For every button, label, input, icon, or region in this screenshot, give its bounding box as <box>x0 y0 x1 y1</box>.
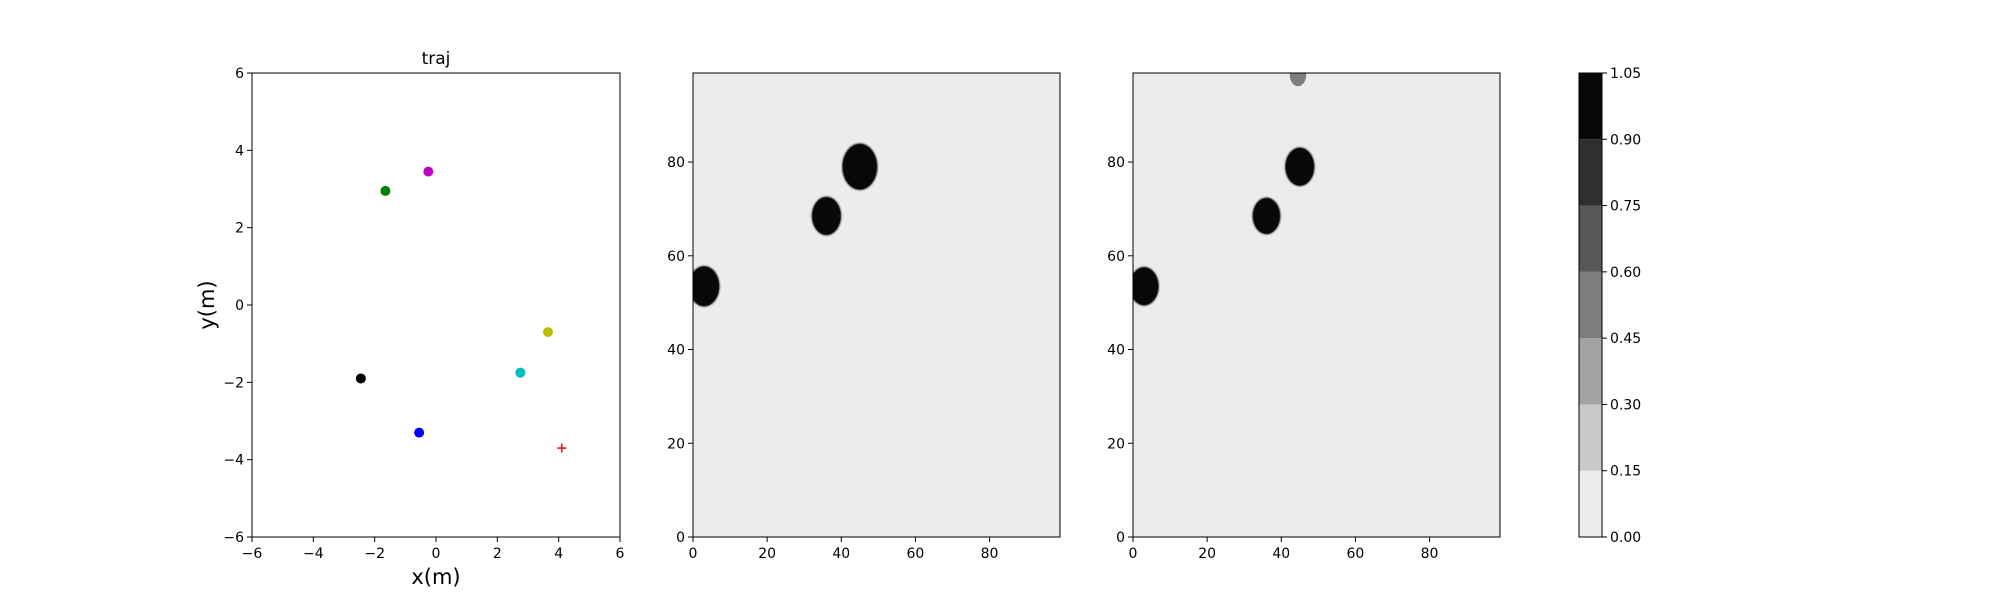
heatmap-1-y-ticks: 0 20 40 60 80 <box>667 155 693 546</box>
colorbar-band <box>1579 338 1602 405</box>
heatmap-1-axes-frame <box>692 72 1061 538</box>
colorbar-tick-label: 0.30 <box>1610 397 1641 413</box>
heatmap-2-blob <box>1289 73 1307 87</box>
heatmap-2-y-tick-label: 20 <box>1107 436 1125 452</box>
goal-marker <box>557 443 567 453</box>
heatmap-1-x-tick-label: 60 <box>907 546 925 562</box>
heatmap-2-y-tick-label: 80 <box>1107 155 1125 171</box>
colorbar-band <box>1579 139 1602 206</box>
colorbar-tick-label: 0.00 <box>1610 530 1641 546</box>
heatmap-1-y-tick-label: 40 <box>667 343 685 359</box>
heatmap-2-y-tick-label: 60 <box>1107 249 1125 265</box>
traj-x-tick-label: 4 <box>554 546 563 562</box>
heatmap-1-blob <box>842 144 877 190</box>
colorbar-tick-label: 0.45 <box>1610 331 1641 347</box>
colorbar-tick-label: 0.60 <box>1610 265 1641 281</box>
traj-y-tick-label: −2 <box>223 375 244 391</box>
traj-x-axis-label: x(m) <box>411 565 460 589</box>
colorbar-band <box>1579 271 1602 339</box>
traj-y-tick-label: 2 <box>235 221 244 237</box>
colorbar-frame <box>1578 72 1603 538</box>
colorbar-band <box>1579 205 1602 272</box>
agent-point <box>414 427 425 438</box>
traj-x-tick-label: −6 <box>242 546 263 562</box>
colorbar-band <box>1579 404 1602 471</box>
heatmap-1-x-tick-label: 80 <box>981 546 999 562</box>
traj-x-tick-label: −2 <box>364 546 385 562</box>
heatmap-1-blob <box>812 197 841 235</box>
heatmap-2-blob <box>1133 267 1159 305</box>
colorbar-tick-label: 0.75 <box>1610 199 1641 215</box>
traj-x-ticks: −6 −4 −2 0 2 4 6 <box>242 537 625 562</box>
heatmap-2-x-tick-label: 40 <box>1272 546 1290 562</box>
traj-y-ticks: −6 −4 −2 0 2 4 6 <box>223 66 252 546</box>
agent-point <box>380 185 391 196</box>
traj-y-tick-label: −6 <box>223 530 244 546</box>
heatmap-1-y-tick-label: 0 <box>676 530 685 546</box>
heatmap-1-blob <box>693 266 719 306</box>
heatmap-1-background <box>693 73 1060 537</box>
colorbar-tick-label: 0.15 <box>1610 464 1641 480</box>
heatmap-2-x-tick-label: 60 <box>1347 546 1365 562</box>
agent-point <box>423 166 434 177</box>
heatmap-1-x-ticks: 0 20 40 60 80 <box>689 537 999 562</box>
traj-x-tick-label: 2 <box>493 546 502 562</box>
heatmap-2-blob <box>1285 148 1314 186</box>
heatmap-2-axes-frame <box>1132 72 1501 538</box>
heatmap-1-y-tick-label: 20 <box>667 436 685 452</box>
heatmap-2-y-tick-label: 40 <box>1107 343 1125 359</box>
colorbar-tick-label: 1.05 <box>1610 66 1641 82</box>
agent-point <box>515 367 526 378</box>
heatmap-panel-1: 0 20 40 60 80 0 20 40 60 80 <box>667 72 1061 562</box>
traj-panel: traj −6 −4 −2 0 2 4 6 −6 −4 −2 0 2 4 6 x(m) y(m) <box>195 49 625 589</box>
heatmap-2-x-tick-label: 20 <box>1198 546 1216 562</box>
heatmap-1-x-tick-label: 40 <box>832 546 850 562</box>
heatmap-2-y-tick-label: 0 <box>1116 530 1125 546</box>
traj-y-tick-label: 4 <box>235 143 244 159</box>
heatmap-2-blob <box>1253 198 1280 234</box>
colorbar-ticks: 0.00 0.15 0.30 0.45 0.60 0.75 0.90 1.05 <box>1602 66 1641 546</box>
traj-y-tick-label: −4 <box>223 453 244 469</box>
heatmap-panel-2: 0 20 40 60 80 0 20 40 60 80 <box>1107 72 1501 562</box>
traj-y-axis-label: y(m) <box>195 280 219 329</box>
heatmap-1-x-tick-label: 0 <box>689 546 698 562</box>
traj-y-tick-label: 0 <box>235 298 244 314</box>
colorbar: 0.00 0.15 0.30 0.45 0.60 0.75 0.90 1.05 <box>1578 66 1641 546</box>
traj-title: traj <box>422 49 451 69</box>
colorbar-band <box>1579 470 1602 537</box>
heatmap-1-blobs <box>693 142 879 308</box>
agent-point <box>542 327 553 338</box>
traj-y-tick-label: 6 <box>235 66 244 82</box>
colorbar-bands <box>1579 73 1602 537</box>
heatmap-2-x-tick-label: 0 <box>1129 546 1138 562</box>
heatmap-2-background <box>1133 73 1500 537</box>
traj-x-tick-label: −4 <box>303 546 324 562</box>
traj-x-tick-label: 0 <box>432 546 441 562</box>
heatmap-2-blobs <box>1133 73 1316 307</box>
heatmap-1-x-tick-label: 20 <box>758 546 776 562</box>
heatmap-2-y-ticks: 0 20 40 60 80 <box>1107 155 1133 546</box>
colorbar-tick-label: 0.90 <box>1610 132 1641 148</box>
heatmap-1-y-tick-label: 80 <box>667 155 685 171</box>
heatmap-1-y-tick-label: 60 <box>667 249 685 265</box>
heatmap-2-x-tick-label: 80 <box>1421 546 1439 562</box>
traj-points <box>355 166 567 453</box>
colorbar-band <box>1579 73 1602 140</box>
agent-point <box>355 373 366 384</box>
heatmap-2-x-ticks: 0 20 40 60 80 <box>1129 537 1439 562</box>
traj-x-tick-label: 6 <box>616 546 625 562</box>
traj-axes-frame <box>251 72 621 538</box>
